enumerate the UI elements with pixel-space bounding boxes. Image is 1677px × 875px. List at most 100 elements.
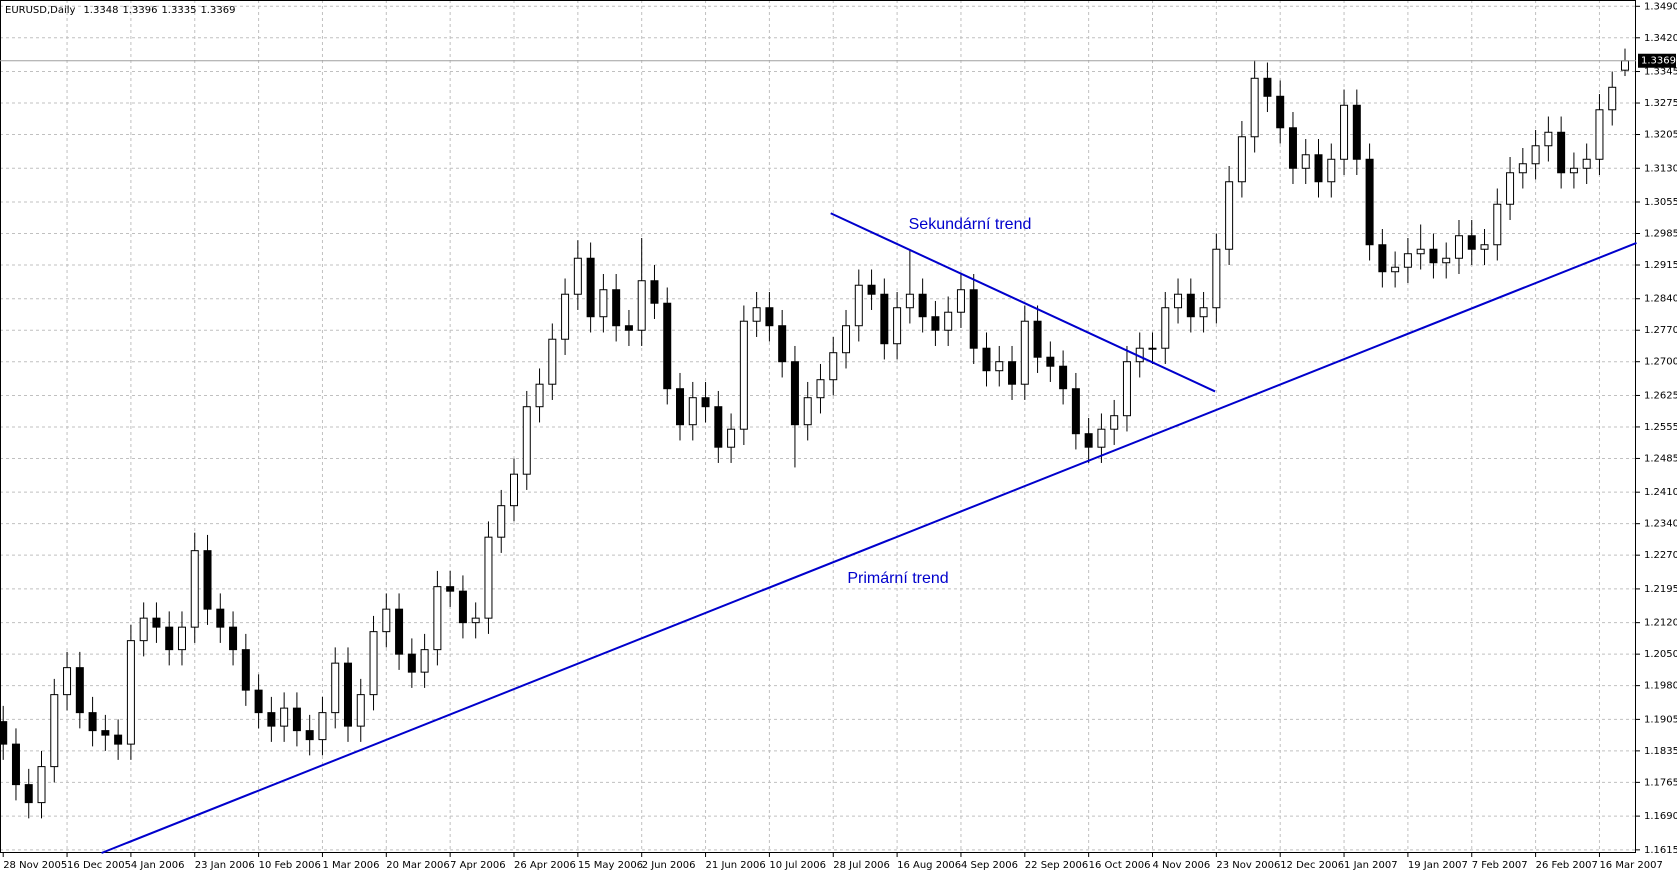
x-tick-label: 23 Nov 2006 [1216, 860, 1280, 871]
candle-body [1391, 266, 1400, 273]
x-tick-label: 15 May 2006 [578, 860, 643, 871]
candle-body [637, 280, 646, 331]
x-tick-label: 16 Mar 2007 [1599, 860, 1662, 871]
candle-body [573, 257, 582, 295]
candle-body [842, 325, 851, 354]
candle-body [11, 743, 20, 786]
candle-body [676, 388, 685, 426]
candle-body [548, 338, 557, 385]
candle-body [1084, 433, 1093, 448]
candle-body [63, 667, 72, 696]
candle-body [267, 712, 276, 727]
candle-body [152, 617, 161, 628]
y-tick-label: 1.1615 [1644, 845, 1677, 856]
candle-body [216, 608, 225, 628]
x-tick-label: 19 Jan 2007 [1408, 860, 1468, 871]
y-tick-label: 1.2840 [1644, 294, 1677, 305]
candle-body [1506, 172, 1515, 205]
candle-body [944, 311, 953, 331]
candle-body [280, 707, 289, 727]
candle-body [1008, 361, 1017, 385]
x-tick-label: 10 Jul 2006 [769, 860, 826, 871]
candle-body [1148, 347, 1157, 350]
candle-body [1110, 415, 1119, 430]
candle-body [101, 730, 110, 736]
candle-body [816, 379, 825, 399]
y-tick-label: 1.3420 [1644, 33, 1677, 44]
candle-body [369, 631, 378, 696]
candle-body [190, 550, 199, 628]
x-tick-label: 22 Sep 2006 [1025, 860, 1088, 871]
trend-label: Sekundární trend [909, 216, 1032, 233]
candle-body [995, 361, 1004, 372]
candle-body [1020, 320, 1029, 385]
candle-body [522, 406, 531, 475]
y-tick-label: 1.2195 [1644, 584, 1677, 595]
candle-body [1620, 60, 1629, 71]
candle-body [1263, 77, 1272, 97]
candle-body [37, 766, 46, 804]
x-tick-label: 2 Jun 2006 [642, 860, 696, 871]
candle-body [1276, 95, 1285, 129]
candle-body [1237, 136, 1246, 183]
candle-body [88, 712, 97, 732]
candle-body [1046, 356, 1055, 367]
candle-body [114, 734, 123, 745]
candle-body [1569, 167, 1578, 174]
candle-body [1352, 104, 1361, 160]
candle-body [739, 320, 748, 430]
candle-body [433, 586, 442, 651]
y-tick-label: 1.1765 [1644, 777, 1677, 788]
y-tick-label: 1.3130 [1644, 163, 1677, 174]
candle-body [688, 397, 697, 426]
candle-body [1174, 293, 1183, 309]
candle-body [0, 721, 8, 745]
x-tick-label: 1 Jan 2007 [1344, 860, 1398, 871]
y-tick-label: 1.2915 [1644, 260, 1677, 271]
candle-body [1327, 158, 1336, 183]
y-tick-label: 1.2985 [1644, 228, 1677, 239]
candle-body [1122, 361, 1131, 417]
candle-body [1595, 109, 1604, 160]
candle-body [203, 550, 212, 610]
candle-body [407, 653, 416, 673]
y-tick-label: 1.3490 [1644, 1, 1677, 12]
candle-body [471, 617, 480, 624]
candle-body [969, 289, 978, 349]
y-tick-label: 1.2770 [1644, 325, 1677, 336]
candle-body [1250, 77, 1259, 138]
x-tick-label: 21 Jun 2006 [706, 860, 766, 871]
candle-body [177, 626, 186, 651]
candle-body [650, 280, 659, 304]
header: EURUSD,Daily 1.3348 1.3396 1.3335 1.3369 [5, 5, 235, 16]
candle-body [880, 293, 889, 345]
candle-body [446, 586, 455, 592]
candle-body [1442, 257, 1451, 264]
candle-body [1429, 248, 1438, 264]
candle-body [318, 712, 327, 741]
candle-body [139, 617, 148, 642]
candle-body [1071, 388, 1080, 435]
trend-line [830, 212, 1216, 393]
x-tick-label: 28 Nov 2005 [3, 860, 67, 871]
trend-line [101, 242, 1637, 854]
y-tick-label: 1.1835 [1644, 746, 1677, 757]
candle-body [586, 257, 595, 318]
candle-body [1557, 131, 1566, 174]
y-tick-label: 1.2410 [1644, 487, 1677, 498]
candle-body [343, 662, 352, 727]
candle-body [663, 302, 672, 390]
x-tick-label: 16 Aug 2006 [897, 860, 961, 871]
candle-body [229, 626, 238, 651]
candle-body [1097, 428, 1106, 448]
candle-body [714, 406, 723, 448]
candle-body [867, 284, 876, 295]
candle-body [893, 307, 902, 345]
candle-body [829, 352, 838, 381]
candle-body [752, 307, 761, 322]
candle-body [727, 428, 736, 448]
x-tick-label: 23 Jan 2006 [195, 860, 255, 871]
x-tick-label: 4 Jan 2006 [131, 860, 185, 871]
